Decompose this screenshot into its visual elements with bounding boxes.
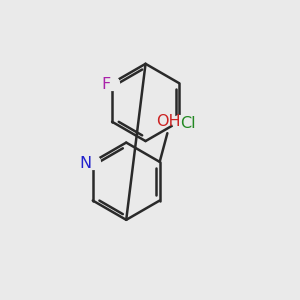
Text: Cl: Cl bbox=[181, 116, 196, 131]
Text: N: N bbox=[79, 156, 91, 171]
Text: OH: OH bbox=[156, 114, 180, 129]
Text: F: F bbox=[101, 77, 111, 92]
